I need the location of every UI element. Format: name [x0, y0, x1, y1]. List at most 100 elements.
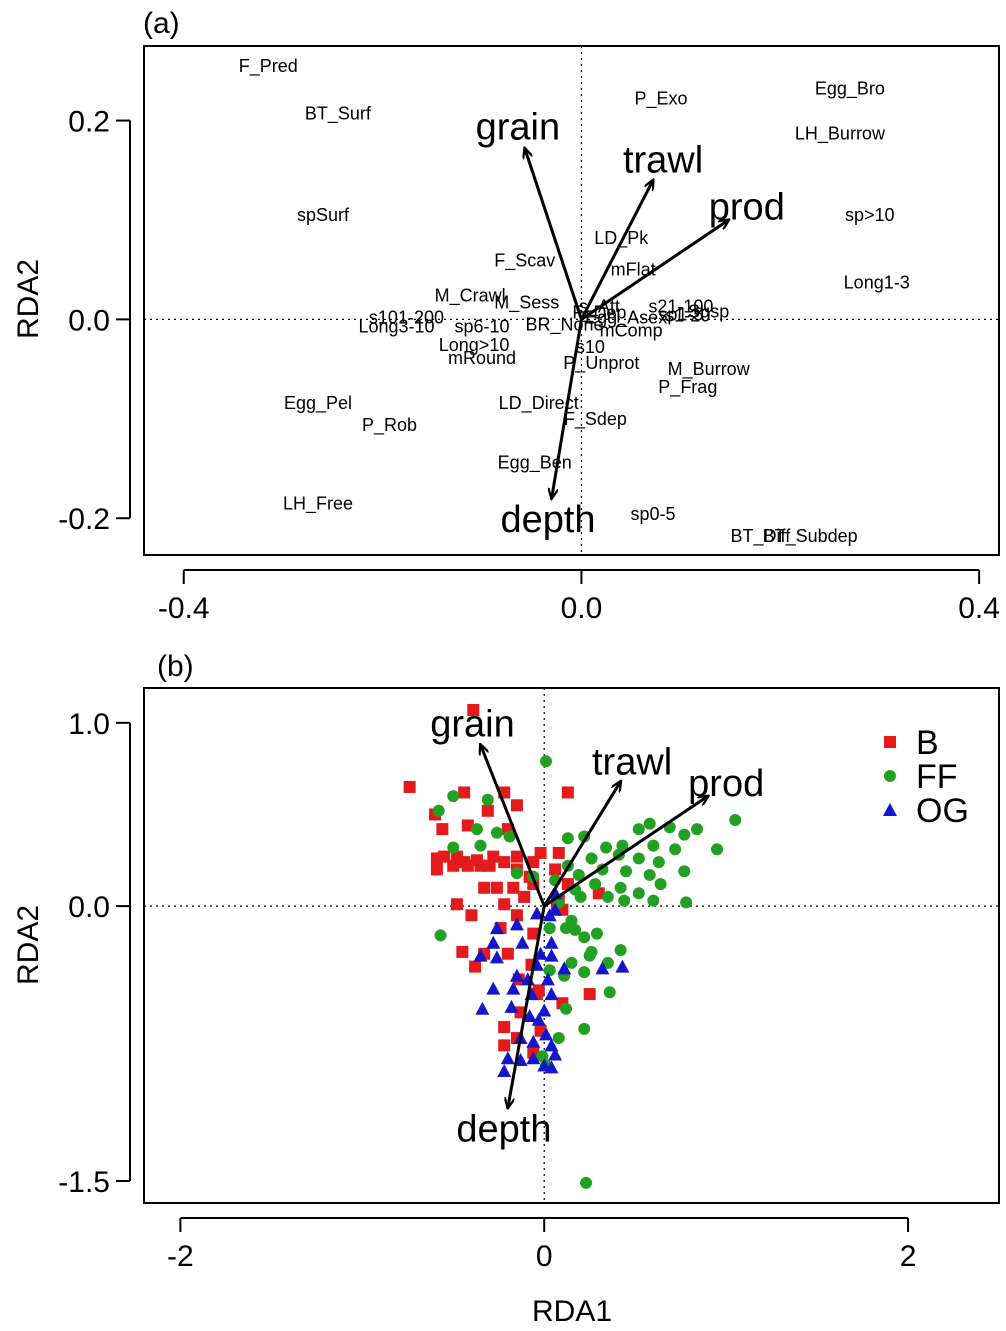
point-OG: [537, 1003, 552, 1017]
point-FF: [578, 966, 591, 979]
arrow-label-depth: depth: [456, 1108, 551, 1150]
point-B: [583, 988, 596, 1001]
point-OG: [475, 1001, 490, 1015]
point-FF: [580, 1176, 593, 1189]
point-OG: [540, 972, 555, 986]
point-FF: [729, 813, 742, 826]
point-FF: [691, 823, 704, 836]
point-FF: [652, 856, 665, 869]
panel-b-axes: -2 0 2 -1.5 0.0 1.0: [58, 708, 916, 1273]
point-OG: [529, 906, 544, 920]
panel-b-ylabel: RDA2: [12, 905, 45, 985]
point-B: [527, 927, 540, 940]
point-FF: [552, 1032, 565, 1045]
arrow-label-grain: grain: [476, 107, 561, 149]
point-B: [549, 863, 562, 876]
point-B: [403, 780, 416, 793]
trait-label: P_Exo: [634, 89, 687, 110]
trait-label: M_Crawl: [435, 286, 506, 307]
point-FF: [470, 823, 483, 836]
point-OG: [522, 1009, 537, 1023]
point-B: [474, 859, 487, 872]
point-FF: [711, 843, 724, 856]
x-tick-label: -0.4: [158, 592, 210, 625]
point-FF: [578, 931, 591, 944]
point-FF: [578, 1022, 591, 1035]
trait-label: P_Frag: [658, 377, 717, 398]
x-tick-label: 0: [536, 1240, 553, 1273]
point-FF: [680, 896, 693, 909]
point-B: [592, 887, 605, 900]
point-B: [510, 909, 523, 922]
point-OG: [526, 1034, 541, 1048]
x-tick-label: 0.0: [561, 592, 603, 625]
point-B: [478, 881, 491, 894]
panel-b-reference-lines: [144, 688, 999, 1203]
trait-label: BR_None: [526, 314, 604, 335]
point-B: [527, 856, 540, 869]
panel-b-xlabel: RDA1: [532, 1295, 612, 1328]
point-B: [498, 856, 511, 869]
trait-label: P_Rob: [362, 415, 417, 436]
point-OG: [489, 950, 504, 964]
trait-label: Egg_Pel: [284, 393, 352, 414]
point-OG: [557, 961, 572, 975]
point-OG: [486, 981, 501, 995]
point-OG: [506, 981, 521, 995]
trait-label: Long1-3: [844, 273, 910, 293]
point-OG: [548, 1047, 563, 1061]
point-FF: [601, 890, 614, 903]
arrow-depth: [508, 905, 546, 1108]
trait-label: BT_Surf: [305, 104, 372, 125]
point-FF: [543, 922, 556, 935]
point-FF: [569, 923, 582, 936]
legend-label-FF: FF: [916, 758, 958, 796]
panel-b-arrows: grain trawl prod depth: [430, 703, 764, 1150]
point-FF: [503, 830, 516, 843]
point-FF: [643, 817, 656, 830]
x-tick-label: 2: [900, 1240, 917, 1273]
panel-a-axes: -0.4 0.0 0.4 -0.2 0.0 0.2: [58, 106, 1000, 625]
point-OG: [531, 1012, 546, 1026]
trait-label: F_Sdep: [564, 409, 627, 430]
legend-label-OG: OG: [916, 792, 969, 830]
x-tick-label: -2: [167, 1240, 194, 1273]
point-OG: [533, 946, 548, 960]
trait-label: Egg_Asex: [585, 307, 667, 328]
point-FF: [616, 839, 629, 852]
point-FF: [589, 878, 602, 891]
point-B: [510, 799, 523, 812]
point-FF: [614, 944, 627, 957]
point-B: [430, 852, 443, 865]
point-B: [501, 947, 514, 960]
y-tick-label: 1.0: [68, 708, 110, 741]
point-B: [430, 863, 443, 876]
panel-b: (b) RDA2 RDA1 -2 0 2 -1.5 0.0 1.0 grain trawlp…: [12, 650, 1000, 1328]
trait-label: s101-200: [369, 307, 444, 327]
trait-label: M_Sess: [494, 292, 559, 313]
arrow-label-prod: prod: [688, 763, 764, 805]
panel-a-label: (a): [143, 7, 180, 40]
legend-marker-OG: [883, 803, 897, 816]
trait-label: s1-20: [665, 305, 710, 325]
point-OG: [509, 968, 524, 982]
point-B: [534, 846, 547, 859]
point-FF: [474, 839, 487, 852]
trait-label: mComp: [600, 320, 663, 340]
point-FF: [560, 1002, 573, 1015]
point-FF: [600, 841, 613, 854]
panel-b-points: [403, 703, 742, 1189]
point-B: [510, 850, 523, 863]
point-FF: [565, 956, 578, 969]
point-FF: [583, 949, 596, 962]
point-B: [461, 859, 474, 872]
point-FF: [585, 852, 598, 865]
arrow-label-grain: grain: [430, 703, 515, 745]
panel-b-label: (b): [157, 650, 194, 683]
legend-label-B: B: [916, 724, 939, 762]
point-OG: [544, 935, 559, 949]
trait-label: spSurf: [297, 205, 350, 225]
trait-label: Long3-10: [358, 316, 434, 336]
